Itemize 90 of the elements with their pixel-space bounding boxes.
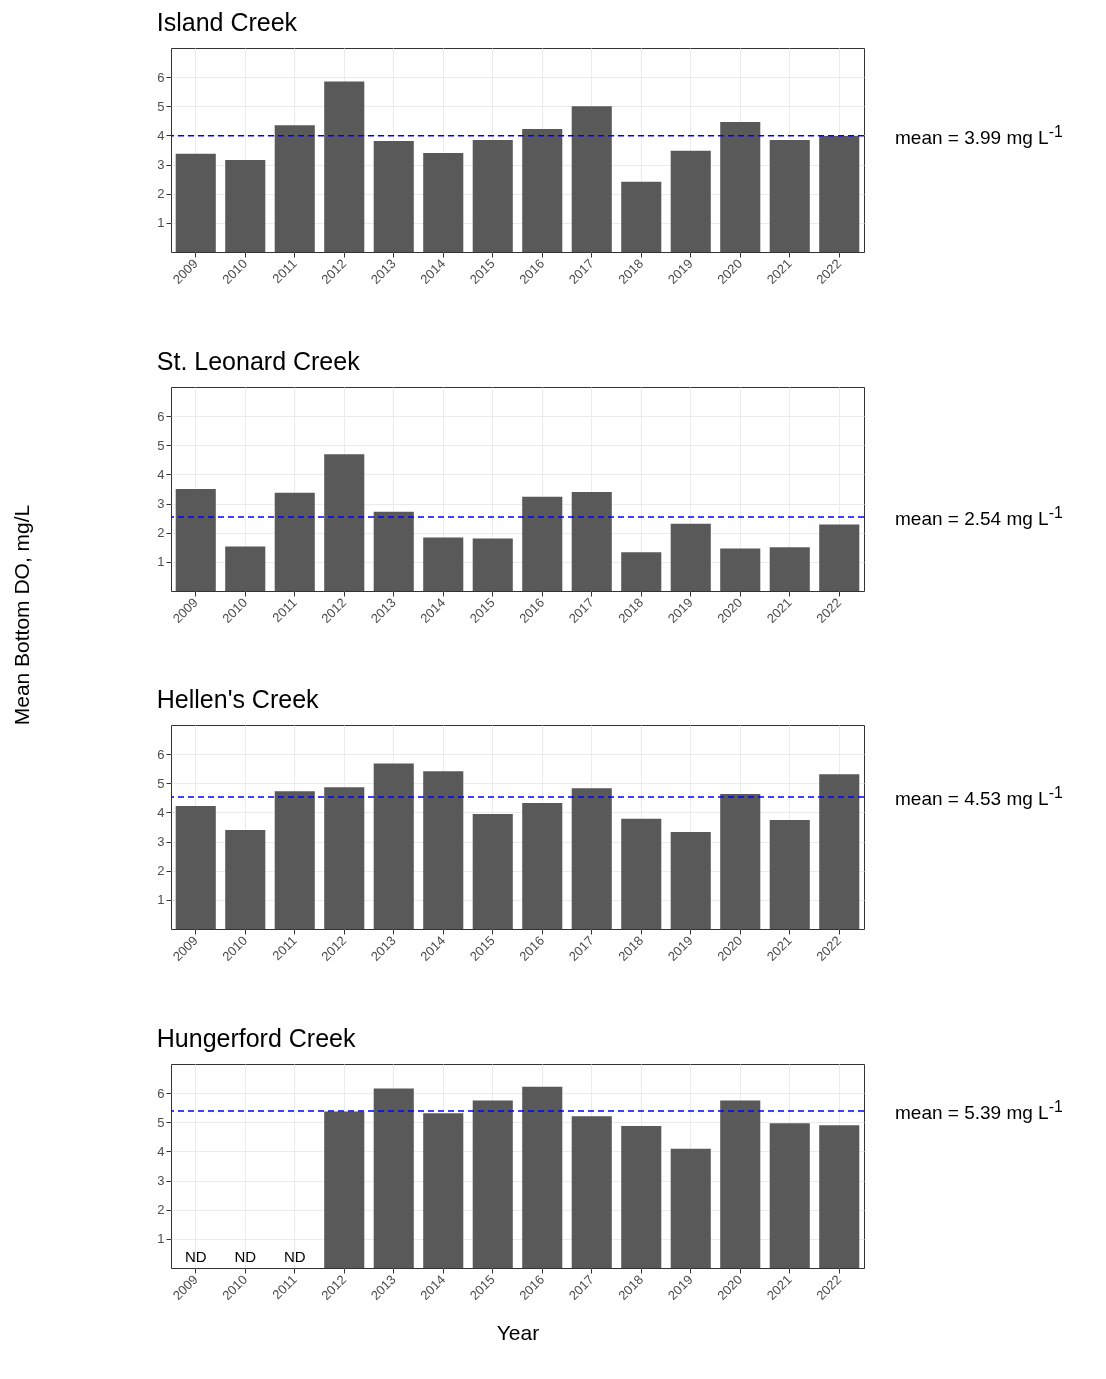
bar (472, 814, 513, 930)
y-tick-label: 5 (157, 776, 165, 792)
y-tick-label: 3 (157, 495, 165, 511)
bar (175, 488, 216, 591)
y-tick-label: 4 (157, 805, 165, 821)
x-axis-title: Year (496, 1320, 540, 1344)
y-tick-label: 5 (157, 1114, 165, 1130)
chart-title: St. Leonard Creek (156, 346, 361, 375)
bar (769, 1123, 810, 1269)
text: ND (283, 1248, 306, 1266)
bar (769, 140, 810, 252)
y-tick-label: 4 (157, 1144, 165, 1160)
bar (472, 1100, 513, 1269)
y-tick-label: 6 (157, 69, 165, 85)
bar (324, 787, 365, 930)
bar (274, 791, 315, 930)
bar (819, 774, 860, 930)
bar (621, 819, 662, 930)
bar (522, 129, 563, 252)
chart-title: Hungerford Creek (156, 1024, 356, 1053)
y-tick-label: 3 (157, 157, 165, 173)
chart-title: Island Creek (156, 8, 298, 36)
chart-title: Hellen's Creek (156, 685, 320, 714)
bar (373, 763, 414, 930)
bar (373, 1088, 414, 1269)
y-tick-label: 1 (157, 892, 165, 908)
bar (274, 125, 315, 252)
bar (324, 81, 365, 252)
y-tick-label: 4 (157, 466, 165, 482)
bar (720, 1100, 761, 1269)
bar (522, 803, 563, 930)
bar (373, 511, 414, 591)
bar (522, 496, 563, 591)
bar (769, 820, 810, 930)
text: ND (234, 1248, 257, 1266)
y-axis-title: Mean Bottom DO, mg/L (10, 504, 34, 726)
text: ND (184, 1248, 207, 1266)
bar (621, 1126, 662, 1269)
bar (423, 771, 464, 930)
bar (175, 806, 216, 930)
bar (621, 181, 662, 252)
bar (373, 140, 414, 252)
bar (423, 537, 464, 591)
ref-line-label: mean = 2.54 mg L$^{-1}$ (895, 503, 1063, 530)
bar (225, 830, 266, 930)
bar (769, 546, 810, 591)
y-tick-label: 5 (157, 437, 165, 453)
y-tick-label: 6 (157, 747, 165, 763)
bar (720, 122, 761, 252)
y-tick-label: 1 (157, 215, 165, 231)
bar (423, 1113, 464, 1269)
y-tick-label: 2 (157, 1202, 165, 1218)
bar (621, 551, 662, 591)
bar (175, 153, 216, 252)
y-tick-label: 5 (157, 98, 165, 114)
bar (571, 106, 612, 252)
y-tick-label: 6 (157, 408, 165, 424)
bar (571, 491, 612, 591)
bar (819, 1125, 860, 1269)
bar (324, 454, 365, 591)
y-tick-label: 2 (157, 186, 165, 202)
y-tick-label: 3 (157, 1173, 165, 1189)
bar (423, 152, 464, 252)
bar (225, 159, 266, 252)
y-tick-label: 2 (157, 524, 165, 540)
bar (472, 538, 513, 591)
y-tick-label: 3 (157, 834, 165, 850)
bar (324, 1111, 365, 1269)
y-tick-label: 1 (157, 1231, 165, 1247)
y-tick-label: 6 (157, 1085, 165, 1101)
ref-line-label: mean = 5.39 mg L$^{-1}$ (895, 1097, 1063, 1125)
bar (720, 548, 761, 591)
ref-line-label: mean = 3.99 mg L$^{-1}$ (895, 122, 1063, 149)
bar (274, 492, 315, 591)
bar (522, 1086, 563, 1269)
bar (819, 136, 860, 252)
bar (670, 1148, 711, 1269)
y-tick-label: 4 (157, 127, 165, 143)
bar (670, 832, 711, 930)
bar (720, 794, 761, 930)
bar (571, 788, 612, 930)
y-tick-label: 2 (157, 863, 165, 879)
bar (472, 140, 513, 252)
ref-line-label: mean = 4.53 mg L$^{-1}$ (895, 784, 1063, 811)
bar (670, 523, 711, 591)
bar (225, 546, 266, 591)
bar (819, 524, 860, 591)
y-tick-label: 1 (157, 554, 165, 570)
bar (571, 1116, 612, 1269)
bar (670, 150, 711, 252)
